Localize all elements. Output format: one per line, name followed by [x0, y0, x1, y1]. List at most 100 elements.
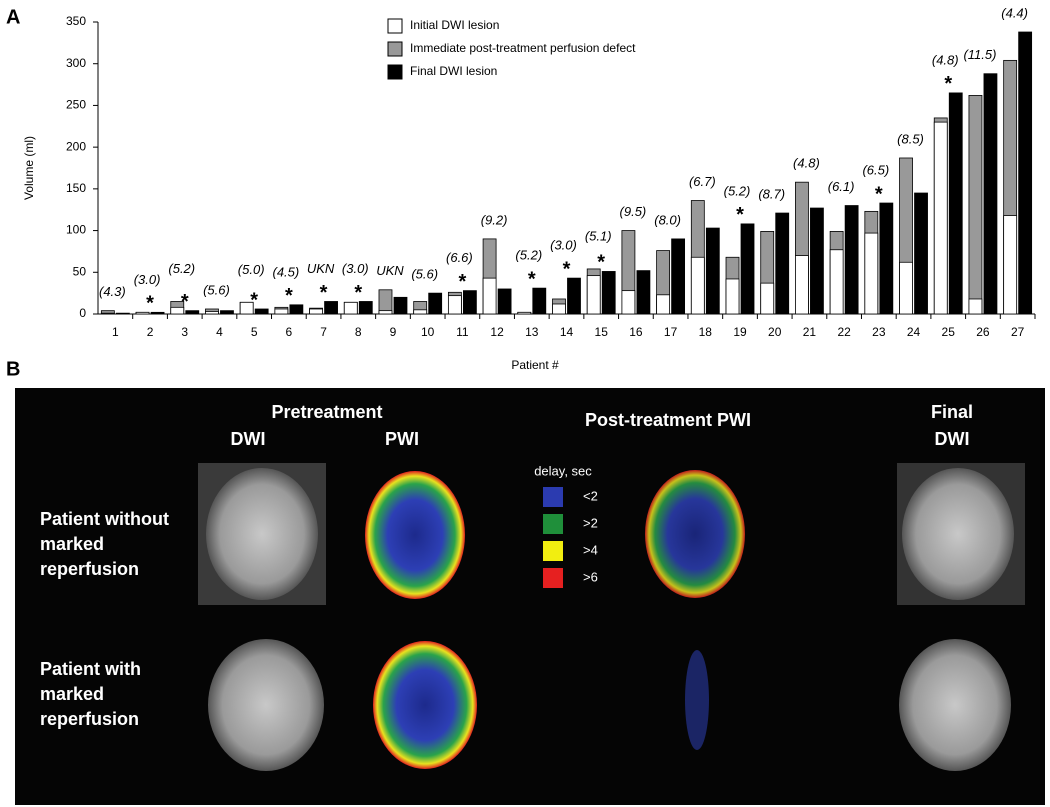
x-tick-label: 27 — [1011, 325, 1025, 339]
x-tick-label: 9 — [390, 325, 397, 339]
bar — [309, 308, 323, 315]
bar — [274, 308, 289, 315]
y-tick-label: 0 — [79, 306, 86, 320]
bar — [601, 271, 616, 315]
ratio-label: (3.0) — [134, 272, 161, 287]
bar — [968, 95, 983, 315]
delay-legend-title: delay, sec — [534, 463, 592, 478]
bar — [983, 73, 998, 315]
y-axis-title: Volume (ml) — [22, 136, 36, 200]
y-tick-label: 300 — [66, 56, 86, 70]
bar — [810, 207, 824, 315]
delay-swatch — [543, 541, 563, 561]
y-tick-label: 200 — [66, 139, 86, 153]
bar — [482, 277, 497, 315]
y-tick-label: 150 — [66, 181, 86, 195]
bar — [447, 295, 462, 315]
panel-label: B — [6, 358, 20, 380]
ratio-label: (5.2) — [168, 261, 195, 276]
legend-swatch — [387, 41, 403, 57]
bar — [462, 290, 477, 315]
ratio-label: (6.1) — [828, 179, 855, 194]
ratio-label: (8.5) — [897, 131, 924, 146]
ratio-label: (6.6) — [446, 250, 473, 265]
delay-label: >2 — [583, 515, 598, 530]
x-axis-title: Patient # — [511, 358, 559, 372]
ratio-label: (9.2) — [481, 212, 508, 227]
ratio-label: (4.5) — [273, 264, 300, 279]
asterisk: * — [250, 289, 258, 311]
bar — [948, 92, 963, 315]
bar — [289, 304, 304, 315]
ratio-label: (4.8) — [932, 52, 959, 67]
ratio-label: (8.0) — [654, 212, 681, 227]
asterisk: * — [181, 291, 189, 313]
asterisk: * — [875, 183, 883, 205]
bar — [705, 227, 720, 315]
legend-swatch — [387, 18, 403, 34]
bar — [532, 287, 547, 315]
x-tick-label: 15 — [595, 325, 609, 339]
ratio-label: (5.1) — [585, 228, 612, 243]
bar — [220, 310, 234, 315]
bar — [185, 310, 200, 315]
x-tick-label: 26 — [976, 325, 990, 339]
x-tick-label: 4 — [216, 325, 223, 339]
panel-label: A — [6, 6, 20, 28]
asterisk: * — [320, 282, 328, 304]
x-tick-label: 17 — [664, 325, 678, 339]
legend-label: Final DWI lesion — [410, 64, 497, 78]
brain-image — [645, 470, 745, 598]
x-tick-label: 18 — [699, 325, 713, 339]
x-tick-label: 7 — [320, 325, 327, 339]
ratio-label: (5.2) — [724, 183, 751, 198]
bar — [795, 255, 809, 315]
column-heading: Post-treatment PWI — [585, 410, 751, 430]
bar — [844, 205, 859, 315]
brain-image — [373, 641, 477, 769]
bar — [239, 301, 254, 315]
bar — [170, 306, 185, 315]
x-tick-label: 6 — [286, 325, 293, 339]
bar — [517, 311, 532, 315]
delay-swatch — [543, 514, 563, 534]
brain-image — [206, 468, 318, 600]
x-tick-label: 13 — [525, 325, 539, 339]
legend-label: Initial DWI lesion — [410, 18, 499, 32]
image-panel — [15, 388, 1045, 805]
ratio-label: (3.0) — [342, 261, 369, 276]
brain-image — [685, 650, 709, 750]
bar — [413, 309, 428, 315]
asterisk: * — [528, 268, 536, 290]
ratio-label: (6.7) — [689, 174, 716, 189]
ratio-label: (3.0) — [550, 238, 577, 253]
bar — [879, 202, 894, 315]
ratio-label: UKN — [307, 261, 335, 276]
bar — [135, 311, 150, 315]
row-label: marked — [40, 684, 104, 704]
brain-image — [899, 639, 1011, 771]
bar — [656, 294, 671, 315]
delay-swatch — [543, 568, 563, 588]
bar — [1018, 31, 1033, 315]
bar — [343, 301, 358, 315]
bar — [324, 301, 338, 315]
asterisk: * — [354, 282, 362, 304]
legend-swatch — [387, 64, 403, 80]
bar — [864, 232, 879, 315]
ratio-label: (9.5) — [620, 204, 647, 219]
bar — [205, 311, 219, 315]
column-heading: Final — [931, 402, 973, 422]
bar — [254, 308, 269, 315]
row-label: marked — [40, 534, 104, 554]
bar — [552, 303, 566, 315]
y-tick-label: 100 — [66, 223, 86, 237]
row-label: reperfusion — [40, 709, 139, 729]
column-heading: PWI — [385, 429, 419, 449]
bar — [933, 121, 948, 315]
asterisk: * — [736, 204, 744, 226]
x-tick-label: 11 — [456, 325, 469, 339]
bar — [725, 278, 740, 315]
asterisk: * — [285, 285, 293, 307]
asterisk: * — [597, 252, 605, 274]
